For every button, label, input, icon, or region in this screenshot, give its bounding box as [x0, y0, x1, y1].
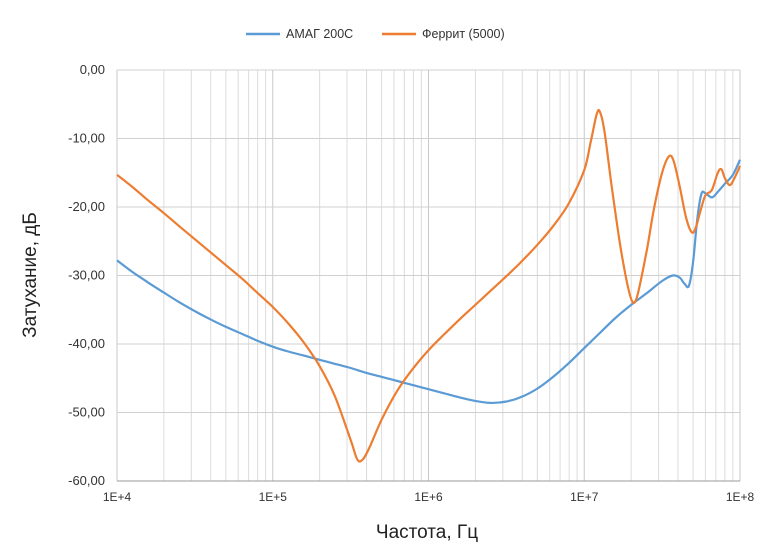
legend-label: Феррит (5000)	[422, 27, 505, 41]
x-tick-label: 1E+7	[570, 490, 599, 504]
x-tick-label: 1E+4	[103, 490, 132, 504]
y-tick-label: -10,00	[68, 131, 105, 146]
y-axis-title: Затухание, дБ	[20, 212, 41, 338]
x-tick-label: 1E+8	[726, 490, 755, 504]
y-tick-label: 0,00	[80, 62, 105, 77]
x-axis-title: Частота, Гц	[376, 522, 478, 543]
axes: 1E+4 1E+5 1E+6 1E+7 1E+8 0,00 -10,00 -20,00 -30,…	[68, 62, 754, 504]
series-lines	[116, 108, 742, 463]
y-tick-label: -60,00	[68, 473, 105, 488]
x-tick-label: 1E+5	[259, 490, 288, 504]
legend-label: АМАГ 200С	[286, 27, 353, 41]
x-tick-label: 1E+6	[414, 490, 443, 504]
y-tick-label: -20,00	[68, 199, 105, 214]
y-tick-label: -30,00	[68, 268, 105, 283]
y-tick-label: -50,00	[68, 405, 105, 420]
grid	[116, 69, 741, 482]
y-tick-label: -40,00	[68, 336, 105, 351]
series-line-2	[116, 108, 742, 463]
legend: АМАГ 200С Феррит (5000)	[246, 27, 505, 41]
series-line-1	[116, 159, 741, 405]
